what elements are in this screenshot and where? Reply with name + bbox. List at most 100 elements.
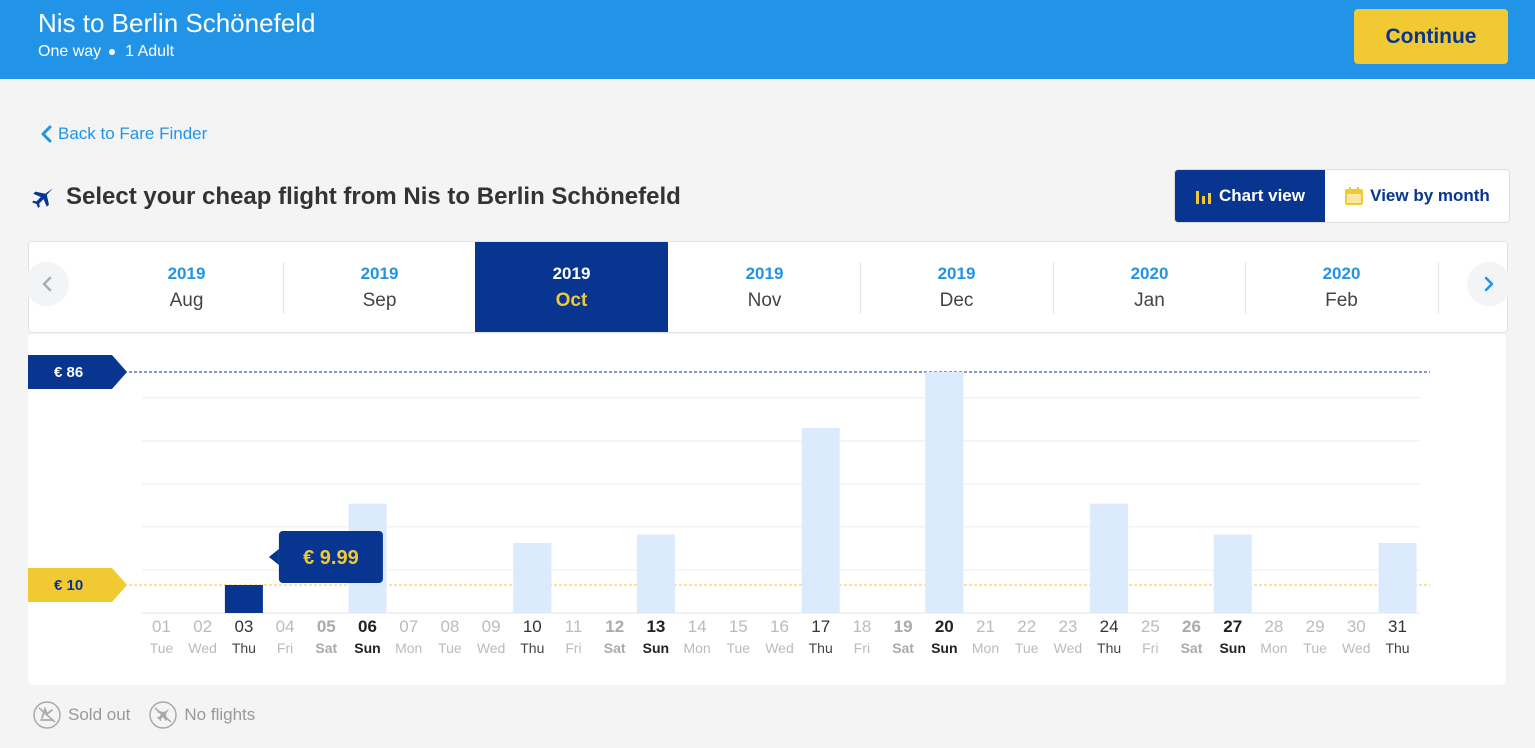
- tooltip-price-label: € 9.99: [303, 547, 359, 569]
- day-number: 01: [152, 617, 171, 636]
- price-bar: [513, 542, 552, 613]
- legend: Sold out No flights: [32, 700, 263, 730]
- day-number: 02: [193, 617, 212, 636]
- weekday-label: Thu: [232, 640, 256, 656]
- weekday-label: Sun: [931, 640, 957, 656]
- weekday-label: Fri: [1142, 640, 1158, 656]
- trip-type: One way: [38, 43, 102, 60]
- day-number: 10: [523, 617, 542, 636]
- tooltip-pointer: [268, 549, 279, 565]
- weekday-label: Mon: [1260, 640, 1287, 656]
- day-number: 24: [1100, 617, 1119, 636]
- month-separator: [1245, 262, 1246, 314]
- separator-dot: [109, 49, 116, 55]
- day-number: 14: [688, 617, 707, 636]
- route-title: Nis to Berlin Schönefeld: [38, 8, 316, 38]
- weekday-label: Fri: [277, 640, 293, 656]
- day-number: 20: [935, 617, 954, 636]
- day-number: 12: [605, 617, 624, 636]
- view-toggle: Chart view View by month: [1174, 169, 1510, 223]
- month-tab-sep-2019[interactable]: 2019 Sep: [360, 264, 399, 311]
- day-number: 04: [276, 617, 295, 636]
- min-price-label: € 10: [54, 577, 83, 594]
- day-number: 18: [852, 617, 871, 636]
- month-separator: [1438, 262, 1439, 314]
- weekday-label: Wed: [765, 640, 794, 656]
- weekday-label: Thu: [520, 640, 544, 656]
- weekday-label: Sun: [354, 640, 380, 656]
- weekday-label: Wed: [1342, 640, 1371, 656]
- day-number: 26: [1182, 617, 1201, 636]
- price-bar: [925, 372, 964, 613]
- page-title: Select your cheap flight from Nis to Ber…: [66, 183, 681, 210]
- weekday-label: Fri: [854, 640, 870, 656]
- chart-view-button[interactable]: Chart view: [1175, 170, 1325, 222]
- weekday-label: Thu: [1385, 640, 1409, 656]
- month-selector: 2019 Aug 2019 Sep 2019 Oct 2019 Nov 2019…: [25, 241, 1511, 333]
- month-tab-aug-2019[interactable]: 2019 Aug: [167, 264, 206, 311]
- weekday-label: Tue: [1303, 640, 1327, 656]
- month-tab-nov-2019[interactable]: 2019 Nov: [745, 264, 784, 311]
- day-number: 17: [811, 617, 830, 636]
- calendar-icon: [1345, 187, 1364, 205]
- day-number: 05: [317, 617, 336, 636]
- day-number: 16: [770, 617, 789, 636]
- price-bar: [1090, 503, 1129, 613]
- weekday-label: Tue: [438, 640, 462, 656]
- top-bar: Nis to Berlin Schönefeld One way 1 Adult…: [0, 0, 1535, 79]
- price-bar: [801, 428, 840, 613]
- month-separator: [860, 262, 861, 314]
- day-number: 22: [1017, 617, 1036, 636]
- sold-out-label: Sold out: [68, 705, 131, 724]
- price-bar: [1378, 542, 1417, 613]
- month-separator: [283, 262, 284, 314]
- month-tab-oct-2019[interactable]: 2019 Oct: [475, 242, 668, 332]
- weekday-label: Sat: [892, 640, 914, 656]
- month-tab-jan-2020[interactable]: 2020 Jan: [1130, 264, 1169, 311]
- passenger-count: 1 Adult: [125, 43, 175, 60]
- day-number: 09: [482, 617, 501, 636]
- chevron-right-icon: [1484, 276, 1494, 292]
- weekday-label: Sun: [643, 640, 669, 656]
- price-chart: € 86 € 10 01 Tue 02 Wed 03 Thu 04 Fri 05 Sat 06 Sun 07…: [28, 334, 1506, 685]
- day-number: 27: [1223, 617, 1242, 636]
- day-number: 30: [1347, 617, 1366, 636]
- next-months-button[interactable]: [1467, 262, 1511, 306]
- continue-button[interactable]: Continue: [1354, 9, 1508, 64]
- month-tab-dec-2019[interactable]: 2019 Dec: [937, 264, 976, 311]
- day-number: 11: [565, 617, 583, 636]
- month-tab-feb-2020[interactable]: 2020 Feb: [1322, 264, 1361, 311]
- chevron-left-icon: [42, 276, 52, 292]
- previous-months-button[interactable]: [25, 262, 69, 306]
- weekday-label: Tue: [1015, 640, 1039, 656]
- weekday-label: Mon: [972, 640, 999, 656]
- day-number: 29: [1306, 617, 1325, 636]
- day-number: 25: [1141, 617, 1160, 636]
- price-tooltip: [278, 531, 383, 583]
- day-number: 08: [440, 617, 459, 636]
- weekday-label: Thu: [1097, 640, 1121, 656]
- day-number: 07: [399, 617, 418, 636]
- weekday-label: Sat: [315, 640, 337, 656]
- weekday-label: Wed: [1054, 640, 1083, 656]
- chart-view-label: Chart view: [1219, 186, 1305, 205]
- weekday-label: Sat: [1181, 640, 1203, 656]
- back-to-fare-finder-link[interactable]: Back to Fare Finder: [40, 124, 207, 144]
- legend-sold-out: Sold out: [32, 700, 130, 730]
- day-number: 13: [646, 617, 665, 636]
- day-number: 15: [729, 617, 748, 636]
- weekday-label: Fri: [565, 640, 581, 656]
- weekday-label: Mon: [395, 640, 422, 656]
- legend-no-flights: No flights: [148, 700, 255, 730]
- selected-price-bar: [224, 585, 263, 613]
- day-number: 28: [1264, 617, 1283, 636]
- chevron-left-icon: [41, 125, 52, 143]
- view-by-month-button[interactable]: View by month: [1325, 170, 1509, 222]
- day-number: 19: [894, 617, 913, 636]
- weekday-label: Wed: [188, 640, 217, 656]
- view-by-month-label: View by month: [1370, 186, 1490, 205]
- price-bar: [636, 534, 675, 613]
- max-price-flag: [28, 355, 127, 389]
- day-number: 21: [976, 617, 995, 636]
- min-price-flag: [28, 567, 127, 602]
